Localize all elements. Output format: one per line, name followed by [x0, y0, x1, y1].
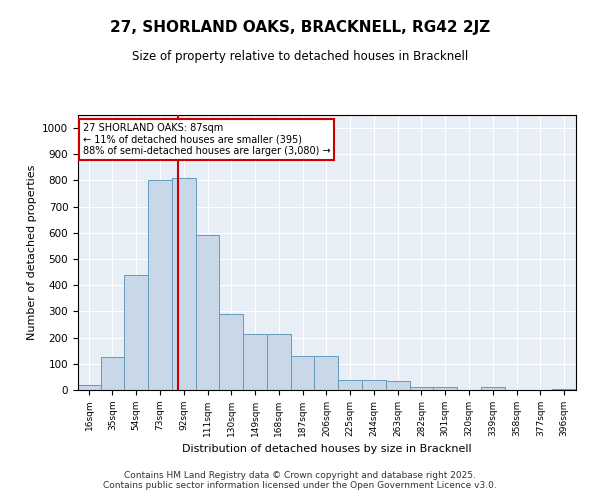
Bar	[291, 356, 314, 390]
Bar	[267, 334, 291, 390]
Bar	[433, 388, 457, 390]
Text: Size of property relative to detached houses in Bracknell: Size of property relative to detached ho…	[132, 50, 468, 63]
Bar	[243, 334, 267, 390]
Bar	[410, 388, 433, 390]
Bar	[386, 381, 410, 390]
Bar	[196, 236, 220, 390]
Bar	[172, 178, 196, 390]
Text: 27, SHORLAND OAKS, BRACKNELL, RG42 2JZ: 27, SHORLAND OAKS, BRACKNELL, RG42 2JZ	[110, 20, 490, 35]
Bar	[124, 275, 148, 390]
Bar	[220, 314, 243, 390]
Bar	[101, 358, 124, 390]
Bar	[338, 380, 362, 390]
Bar	[78, 385, 101, 390]
Bar	[552, 388, 576, 390]
Text: 27 SHORLAND OAKS: 87sqm
← 11% of detached houses are smaller (395)
88% of semi-d: 27 SHORLAND OAKS: 87sqm ← 11% of detache…	[83, 123, 331, 156]
X-axis label: Distribution of detached houses by size in Bracknell: Distribution of detached houses by size …	[182, 444, 472, 454]
Bar	[362, 380, 386, 390]
Bar	[314, 356, 338, 390]
Bar	[148, 180, 172, 390]
Bar	[481, 388, 505, 390]
Text: Contains HM Land Registry data © Crown copyright and database right 2025.
Contai: Contains HM Land Registry data © Crown c…	[103, 470, 497, 490]
Y-axis label: Number of detached properties: Number of detached properties	[26, 165, 37, 340]
